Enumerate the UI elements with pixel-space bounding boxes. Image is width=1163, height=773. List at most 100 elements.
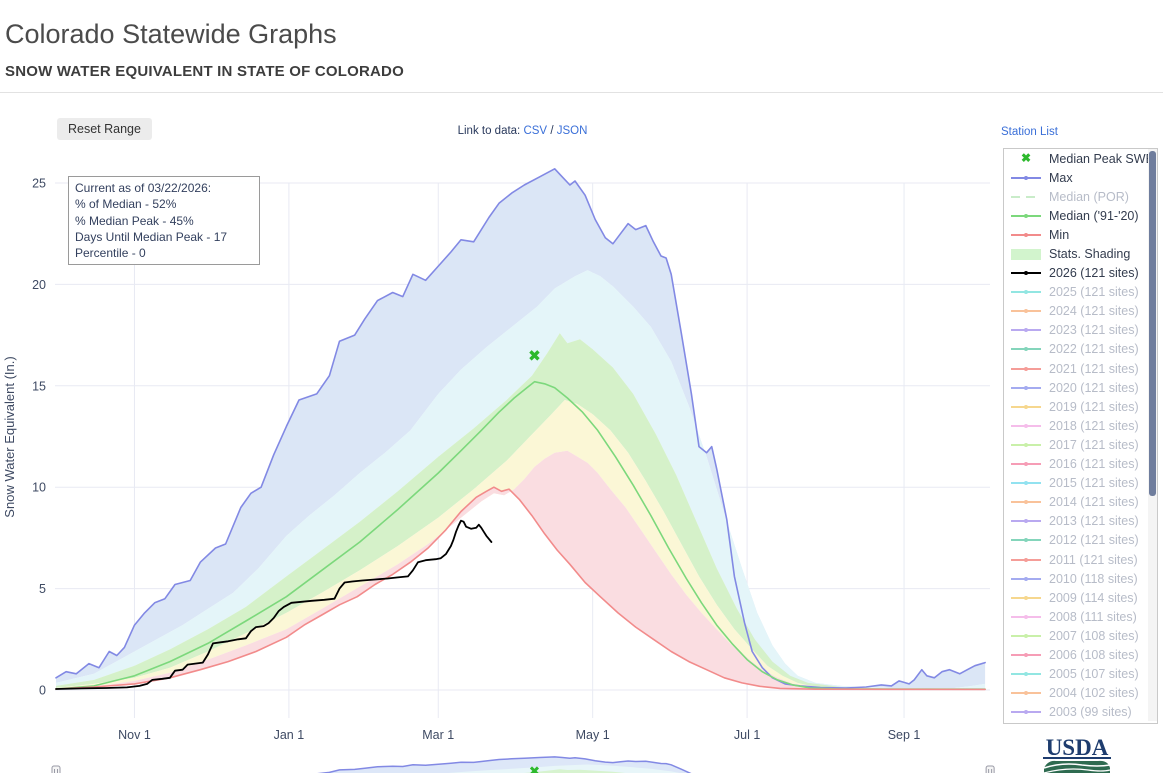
legend-item-2013-121-sites[interactable]: 2013 (121 sites)	[1004, 512, 1157, 531]
legend-item-2023-121-sites[interactable]: 2023 (121 sites)	[1004, 321, 1157, 340]
series-median-line	[55, 380, 986, 691]
legend-item-2026-121-sites[interactable]: 2026 (121 sites)	[1004, 264, 1157, 283]
legend-item-2009-114-sites[interactable]: 2009 (114 sites)	[1004, 588, 1157, 607]
legend-item-median-por[interactable]: Median (POR)	[1004, 187, 1157, 206]
legend-item-2025-121-sites[interactable]: 2025 (121 sites)	[1004, 283, 1157, 302]
legend-item-2015-121-sites[interactable]: 2015 (121 sites)	[1004, 474, 1157, 493]
y-axis-title: Snow Water Equivalent (In.)	[2, 356, 17, 517]
legend-item-min[interactable]: Min	[1004, 225, 1157, 244]
legend-item-median-91-20[interactable]: Median ('91-'20)	[1004, 206, 1157, 225]
legend-item-2005-107-sites[interactable]: 2005 (107 sites)	[1004, 665, 1157, 684]
median-peak-swe-x-icon	[529, 350, 540, 361]
legend-item-label: 2015 (121 sites)	[1049, 476, 1139, 491]
legend-item-label: 2025 (121 sites)	[1049, 285, 1139, 300]
tooltip-line: Current as of 03/22/2026:	[75, 181, 212, 195]
legend-item-label: 2007 (108 sites)	[1049, 628, 1139, 643]
line-swatch-icon	[1011, 290, 1041, 295]
legend-item-2010-118-sites[interactable]: 2010 (118 sites)	[1004, 569, 1157, 588]
usda-logo-text: USDA	[1046, 735, 1109, 760]
swe-chart[interactable]: 0 5 10 15 20 25 Nov 1 Jan 1 Mar 1 May 1 Jul 1 Sep 1…	[0, 93, 1163, 773]
legend-item-2004-102-sites[interactable]: 2004 (102 sites)	[1004, 684, 1157, 703]
legend-item-2018-121-sites[interactable]: 2018 (121 sites)	[1004, 416, 1157, 435]
legend-item-label: 2020 (121 sites)	[1049, 380, 1139, 395]
legend-item-2006-108-sites[interactable]: 2006 (108 sites)	[1004, 645, 1157, 664]
legend-item-label: 2018 (121 sites)	[1049, 418, 1139, 433]
legend-item-median-peak-swe[interactable]: ✖ Median Peak SWE	[1004, 149, 1157, 168]
series-lines	[55, 168, 986, 691]
navigator-left-handle[interactable]	[51, 765, 61, 773]
reset-range-button[interactable]: Reset Range	[57, 118, 152, 140]
line-swatch-icon	[1011, 404, 1041, 409]
line-swatch-icon	[1011, 328, 1041, 333]
legend-item-max[interactable]: Max	[1004, 168, 1157, 187]
legend-station-list: ✖ Median Peak SWE Max Median (POR) Median ('…	[1003, 148, 1158, 724]
line-swatch-icon	[1011, 232, 1041, 237]
legend-item-2019-121-sites[interactable]: 2019 (121 sites)	[1004, 397, 1157, 416]
line-swatch-icon	[1011, 175, 1041, 180]
line-swatch-icon	[1011, 481, 1041, 486]
line-swatch-icon	[1011, 271, 1041, 276]
csv-link[interactable]: CSV	[523, 125, 548, 137]
tooltip-line: Days Until Median Peak - 17	[75, 229, 228, 244]
legend-item-label: Median Peak SWE	[1049, 151, 1154, 166]
legend-item-label: Median (POR)	[1049, 189, 1129, 204]
line-swatch-icon	[1011, 672, 1041, 677]
legend-item-label: Max	[1049, 170, 1073, 185]
navigator-max-line	[317, 756, 692, 773]
legend-item-2014-121-sites[interactable]: 2014 (121 sites)	[1004, 493, 1157, 512]
band-p90-p70	[56, 270, 986, 689]
station-list-link[interactable]: Station List	[1001, 126, 1058, 138]
legend-item-label: 2011 (121 sites)	[1049, 552, 1138, 567]
legend-item-2012-121-sites[interactable]: 2012 (121 sites)	[1004, 531, 1157, 550]
legend-item-label: 2023 (121 sites)	[1049, 323, 1139, 338]
y-tick-label: 10	[32, 481, 46, 495]
legend-item-2007-108-sites[interactable]: 2007 (108 sites)	[1004, 626, 1157, 645]
tooltip-line: % of Median - 52%	[75, 197, 177, 212]
json-link[interactable]: JSON	[556, 125, 588, 137]
data-links: Link to data: CSV / JSON	[0, 125, 1045, 137]
tooltip-line: Percentile - 0	[75, 246, 146, 261]
x-tick-label: Sep 1	[888, 728, 921, 742]
legend-item-2008-111-sites[interactable]: 2008 (111 sites)	[1004, 607, 1157, 626]
legend-item-label: Median ('91-'20)	[1049, 208, 1139, 223]
y-tick-label: 20	[32, 278, 46, 292]
legend-item-2022-121-sites[interactable]: 2022 (121 sites)	[1004, 340, 1157, 359]
line-swatch-icon	[1011, 442, 1041, 447]
line-swatch-icon	[1011, 710, 1041, 715]
x-tick-label: Jan 1	[274, 728, 305, 742]
legend-item-2024-121-sites[interactable]: 2024 (121 sites)	[1004, 302, 1157, 321]
y-tick-label: 25	[32, 177, 46, 191]
legend-list: ✖ Median Peak SWE Max Median (POR) Median ('…	[1004, 149, 1157, 722]
line-swatch-icon	[1011, 309, 1041, 314]
tooltip-line: % Median Peak - 45%	[75, 213, 194, 228]
legend-item-2020-121-sites[interactable]: 2020 (121 sites)	[1004, 378, 1157, 397]
x-tick-label: Mar 1	[422, 728, 454, 742]
header-divider	[0, 92, 1163, 93]
legend-item-label: 2014 (121 sites)	[1049, 495, 1139, 510]
legend-item-label: 2024 (121 sites)	[1049, 304, 1139, 319]
stats-shading-bands	[56, 168, 986, 690]
legend-item-2016-121-sites[interactable]: 2016 (121 sites)	[1004, 455, 1157, 474]
x-marker-icon: ✖	[1020, 151, 1032, 166]
x-tick-label: May 1	[576, 728, 610, 742]
legend-item-2003-99-sites[interactable]: 2003 (99 sites)	[1004, 703, 1157, 722]
legend-item-label: Stats. Shading	[1049, 247, 1131, 262]
legend-item-2021-121-sites[interactable]: 2021 (121 sites)	[1004, 359, 1157, 378]
line-swatch-icon	[1011, 557, 1041, 562]
legend-item-label: 2009 (114 sites)	[1049, 590, 1138, 605]
line-swatch-icon	[1011, 385, 1041, 390]
y-tick-label: 0	[39, 684, 46, 698]
y-tick-label: 5	[39, 582, 46, 596]
legend-item-label: 2012 (121 sites)	[1049, 533, 1139, 548]
line-swatch-icon	[1011, 213, 1041, 218]
legend-item-label: 2006 (108 sites)	[1049, 647, 1139, 662]
legend-scrollbar-thumb[interactable]	[1149, 151, 1156, 496]
navigator-mini-chart[interactable]	[51, 756, 995, 773]
legend-item-2017-121-sites[interactable]: 2017 (121 sites)	[1004, 435, 1157, 454]
legend-item-label: 2013 (121 sites)	[1049, 514, 1139, 529]
legend-item-2011-121-sites[interactable]: 2011 (121 sites)	[1004, 550, 1157, 569]
series-swe2026-line	[55, 519, 493, 690]
navigator-right-handle[interactable]	[985, 765, 995, 773]
legend-item-label: 2019 (121 sites)	[1049, 399, 1139, 414]
legend-item-stats-shading[interactable]: Stats. Shading	[1004, 244, 1157, 263]
